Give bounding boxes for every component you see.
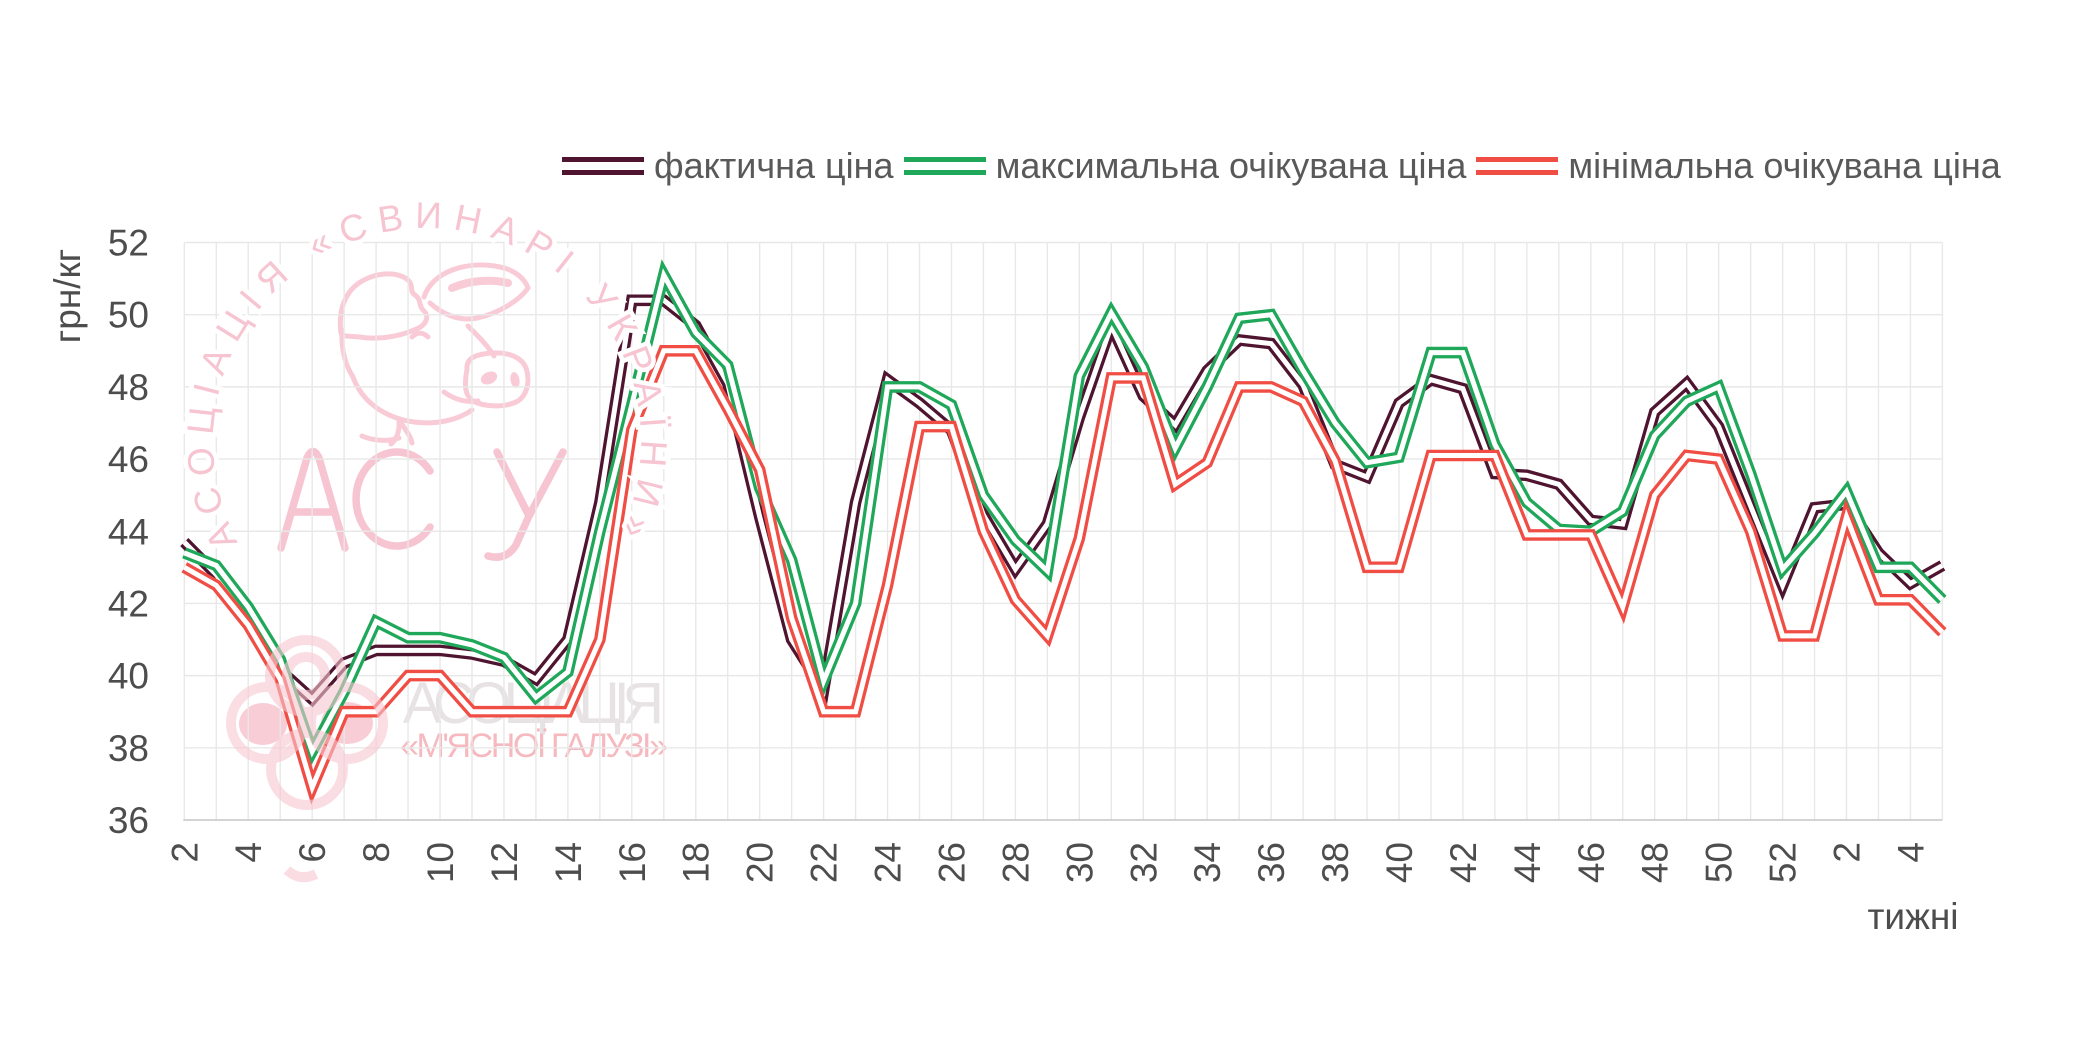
series-group — [180, 259, 1947, 805]
x-tick-label: 26 — [931, 842, 972, 883]
y-tick-label: 38 — [108, 728, 149, 769]
x-tick-label: 52 — [1763, 842, 1804, 883]
legend-marker-actual-price — [562, 157, 644, 175]
flower-blob-left — [239, 703, 287, 745]
x-tick-label: 32 — [1123, 842, 1164, 883]
legend-item-min-expected-price[interactable]: мінімальна очікувана ціна — [1476, 145, 2001, 186]
legend-item-max-expected-price[interactable]: максимальна очікувана ціна — [903, 145, 1467, 186]
y-tick-label: 46 — [108, 439, 149, 480]
x-tick-label: 36 — [1251, 842, 1292, 883]
x-tick-label: 28 — [995, 842, 1036, 883]
legend-label-min-expected-price: мінімальна очікувана ціна — [1568, 145, 2001, 186]
y-tick-label: 44 — [108, 511, 149, 552]
watermark-emblem — [277, 262, 567, 561]
y-tick-label: 36 — [108, 800, 149, 841]
y-tick-label: 40 — [108, 656, 149, 697]
x-tick-label: 2 — [164, 842, 205, 863]
x-tick-label: 48 — [1635, 842, 1676, 883]
legend-label-actual-price: фактична ціна — [654, 145, 894, 186]
legend-item-actual-price[interactable]: фактична ціна — [562, 148, 894, 184]
y-tick-label: 52 — [108, 223, 149, 264]
x-tick-label: 4 — [228, 842, 269, 863]
legend: фактична ціна максимальна очікувана ціна… — [562, 142, 2011, 190]
series-line-2[interactable] — [181, 345, 1947, 805]
legend-marker-min-expected-price — [1476, 157, 1559, 175]
x-tick-label: 6 — [292, 842, 333, 863]
y-tick-label: 42 — [108, 583, 149, 624]
flower-watermark — [226, 635, 388, 883]
legend-marker-max-expected-price — [903, 157, 986, 175]
x-tick-label: 24 — [868, 842, 909, 883]
x-tick-label: 12 — [484, 842, 525, 883]
x-tick-label: 4 — [1890, 842, 1931, 863]
pig-icon — [337, 262, 531, 447]
x-tick-label: 50 — [1699, 842, 1740, 883]
legend-label-max-expected-price: максимальна очікувана ціна — [995, 145, 1467, 186]
x-tick-label: 40 — [1379, 842, 1420, 883]
asu-watermark-text — [277, 447, 567, 561]
y-tick-label: 50 — [108, 295, 149, 336]
y-tick-label: 48 — [108, 367, 149, 408]
x-tick-label: 2 — [1827, 842, 1868, 863]
series-core-1 — [183, 268, 1945, 758]
x-tick-label: 22 — [804, 842, 845, 883]
x-tick-label: 8 — [356, 842, 397, 863]
x-tick-label: 44 — [1507, 842, 1548, 883]
x-tick-label: 34 — [1187, 842, 1228, 883]
bottom-watermark-line2: «М'ЯСНОЇ ГАЛУЗІ» — [400, 727, 668, 765]
series-line-1[interactable] — [182, 259, 1947, 766]
x-tick-label: 10 — [420, 842, 461, 883]
x-tick-label: 20 — [740, 842, 781, 883]
x-tick-label: 18 — [676, 842, 717, 883]
x-tick-label: 14 — [548, 842, 589, 883]
x-tick-label: 30 — [1059, 842, 1100, 883]
x-tick-label: 16 — [612, 842, 653, 883]
y-axis-title: грн/кг — [47, 249, 88, 343]
x-tick-label: 38 — [1315, 842, 1356, 883]
x-tick-label: 46 — [1571, 842, 1612, 883]
x-tick-label: 42 — [1443, 842, 1484, 883]
series-core-2 — [183, 348, 1945, 795]
x-axis-title: тижні — [1867, 896, 1958, 937]
